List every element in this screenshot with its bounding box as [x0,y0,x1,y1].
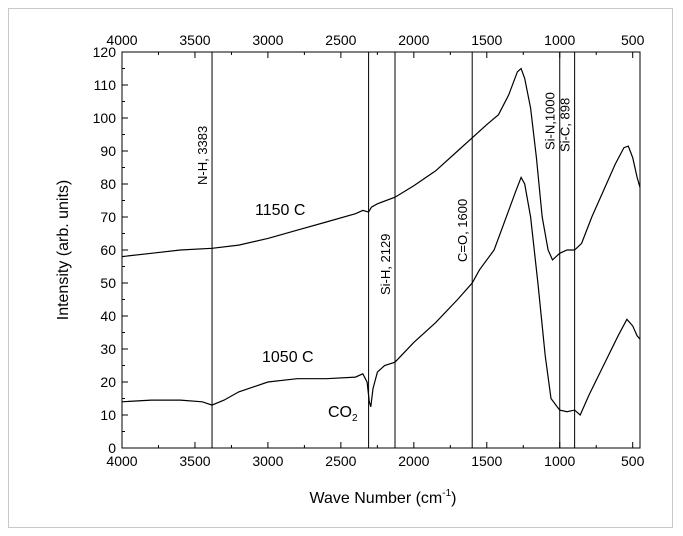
y-tick-label: 10 [100,407,116,423]
y-tick-label: 110 [94,77,117,93]
y-tick-label: 80 [100,176,116,192]
y-tick-label: 90 [100,143,116,159]
x-tick-label-top: 3500 [179,32,210,48]
y-tick-label: 20 [100,374,116,390]
y-tick-label: 70 [100,209,116,225]
x-tick-label-bottom: 500 [621,453,645,469]
x-tick-label-bottom: 3000 [252,453,283,469]
vline-label: Si-N,1000 [543,92,558,150]
x-tick-label-bottom: 4000 [106,453,137,469]
vline-label: C=O, 1600 [455,199,470,262]
co2-label: CO2 [328,404,358,424]
x-tick-label-top: 1500 [471,32,502,48]
x-axis-label-close: ) [451,490,456,507]
x-tick-label-top: 500 [621,32,645,48]
series-label-1050: 1050 C [262,349,314,366]
vline-label: Si-H, 2129 [378,234,393,295]
x-axis-label-sup: -1 [442,488,451,499]
y-tick-label: 40 [100,308,116,324]
x-tick-label-bottom: 2000 [398,453,429,469]
y-tick-label: 120 [93,44,117,60]
y-tick-label: 100 [93,110,117,126]
x-tick-label-bottom: 1000 [544,453,575,469]
series-line-1150c [121,67,641,261]
y-axis-label: Intensity (arb. units) [55,180,72,321]
x-axis-label: Wave Number (cm-1) [310,488,457,507]
x-tick-label-bottom: 3500 [179,453,210,469]
vline-label: Si-C, 898 [558,98,573,152]
x-tick-label-bottom: 1500 [471,453,502,469]
vline-label: N-H, 3383 [195,126,210,185]
x-tick-label-bottom: 2500 [325,453,356,469]
series-label-1150: 1150 C [255,202,305,219]
y-tick-label: 60 [100,242,116,258]
x-axis-label-main: Wave Number (cm [310,490,443,507]
y-tick-label: 50 [100,275,116,291]
x-tick-label-top: 3000 [252,32,283,48]
y-tick-label: 30 [100,341,116,357]
co2-subscript: 2 [352,413,358,424]
x-tick-label-top: 1000 [544,32,575,48]
co2-main: CO [328,404,352,421]
x-tick-label-top: 4000 [106,32,137,48]
y-tick-label: 0 [108,440,116,456]
x-tick-label-top: 2500 [325,32,356,48]
figure-frame [8,8,673,528]
x-tick-label-top: 2000 [398,32,429,48]
series-line-1050c [121,175,641,416]
